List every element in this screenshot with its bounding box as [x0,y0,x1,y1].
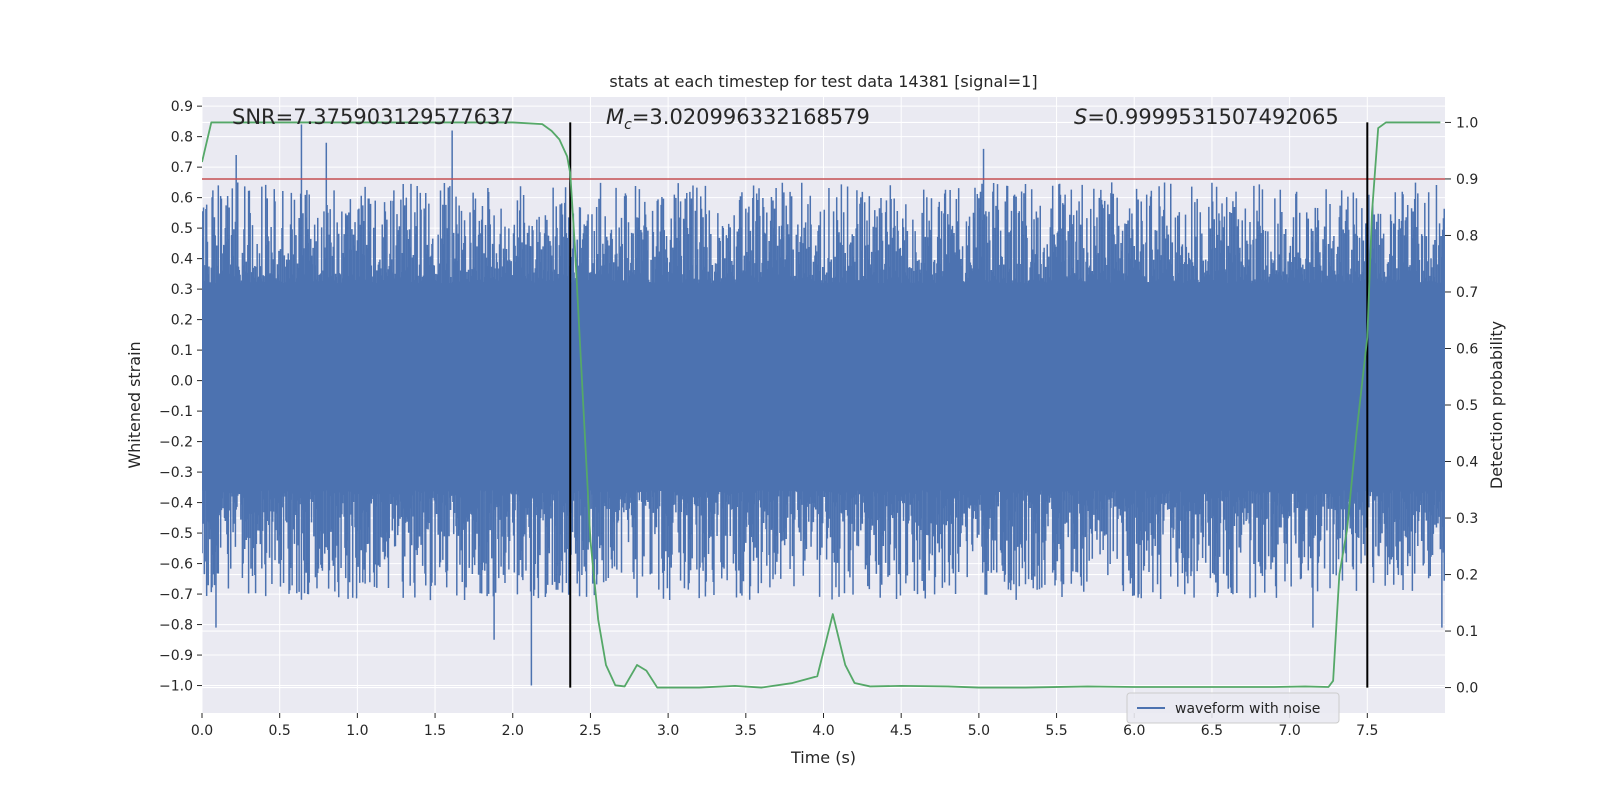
plot-data-layer [202,121,1445,689]
y-left-tick-label: −1.0 [159,679,193,695]
y-left-tick-label: −0.6 [159,557,193,573]
y-right-tick-label: 0.9 [1456,172,1478,188]
x-tick-label: 2.0 [502,723,524,739]
y-right-axis-label: Detection probability [1487,321,1506,489]
x-tick-label: 7.5 [1356,723,1378,739]
x-tick-label: 6.0 [1123,723,1145,739]
x-tick-label: 5.0 [968,723,990,739]
legend: waveform with noise [1126,692,1340,724]
y-left-tick-label: 0.4 [171,252,193,268]
y-right-tick-label: 0.7 [1456,285,1478,301]
probability-series [202,121,1441,689]
x-tick-label: 3.5 [735,723,757,739]
x-tick-label: 6.5 [1201,723,1223,739]
chirp-mass-symbol: M [606,105,624,129]
x-tick-label: 4.0 [812,723,834,739]
legend-box [1126,692,1340,724]
y-right-tick-label: 0.0 [1456,681,1478,697]
y-right-tick-label: 0.3 [1456,511,1478,527]
chirp-mass-value: =3.020996332168579 [632,105,870,129]
y-left-tick-label: −0.9 [159,648,193,664]
x-tick-label: 7.0 [1278,723,1300,739]
x-axis-label: Time (s) [790,748,856,767]
y-left-tick-label: 0.2 [171,313,193,329]
score-symbol: S [1074,105,1087,129]
x-axis-ticks: 0.0 0.5 1.0 1.5 2.0 2.5 3.0 3.5 4.0 4.5 5.0 5.5 6.0 6… [191,713,1378,739]
y-left-tick-label: −0.8 [159,618,193,634]
y-right-tick-label: 0.4 [1456,455,1478,471]
y-right-axis-ticks: 1.0 0.9 0.8 0.7 0.6 0.5 0.4 0.3 0.2 0.1 0.0 [1445,115,1478,697]
y-left-tick-label: 0.9 [171,99,193,115]
y-left-tick-label: 0.5 [171,221,193,237]
y-left-tick-label: 0.3 [171,282,193,298]
y-left-tick-label: −0.4 [159,496,193,512]
x-tick-label: 1.0 [346,723,368,739]
y-left-tick-label: 0.7 [171,160,193,176]
y-right-tick-label: 0.2 [1456,568,1478,584]
y-right-tick-label: 0.6 [1456,341,1478,357]
y-left-tick-label: −0.3 [159,465,193,481]
x-tick-label: 3.0 [657,723,679,739]
x-tick-label: 2.5 [579,723,601,739]
y-right-tick-label: 1.0 [1456,115,1478,131]
y-left-axis-ticks: 0.9 0.8 0.7 0.6 0.5 0.4 0.3 0.2 0.1 0.0 −0.1 −0.2 −0… [159,99,202,695]
y-right-tick-label: 0.5 [1456,398,1478,414]
y-left-tick-label: 0.8 [171,130,193,146]
score-annotation: S=0.9999531507492065 [1074,105,1339,129]
y-left-tick-label: −0.2 [159,435,193,451]
snr-annotation: SNR=7.375903129577637 [232,105,514,129]
legend-label-waveform: waveform with noise [1175,701,1320,717]
waveform-series [202,124,1445,686]
chirp-mass-annotation: Mc=3.020996332168579 [606,105,870,133]
y-left-tick-label: 0.6 [171,191,193,207]
y-left-tick-label: 0.1 [171,343,193,359]
y-left-tick-label: −0.7 [159,587,193,603]
x-tick-label: 1.5 [424,723,446,739]
y-right-tick-label: 0.8 [1456,228,1478,244]
x-tick-label: 5.5 [1045,723,1067,739]
y-left-tick-label: −0.5 [159,526,193,542]
x-tick-label: 0.5 [269,723,291,739]
chirp-mass-subscript: c [624,117,632,133]
x-tick-label: 0.0 [191,723,213,739]
chart-title: stats at each timestep for test data 143… [609,72,1037,91]
y-left-tick-label: 0.0 [171,374,193,390]
x-tick-label: 4.5 [890,723,912,739]
y-left-tick-label: −0.1 [159,404,193,420]
y-left-axis-label: Whitened strain [125,341,144,468]
score-value: =0.9999531507492065 [1087,105,1338,129]
y-right-tick-label: 0.1 [1456,624,1478,640]
